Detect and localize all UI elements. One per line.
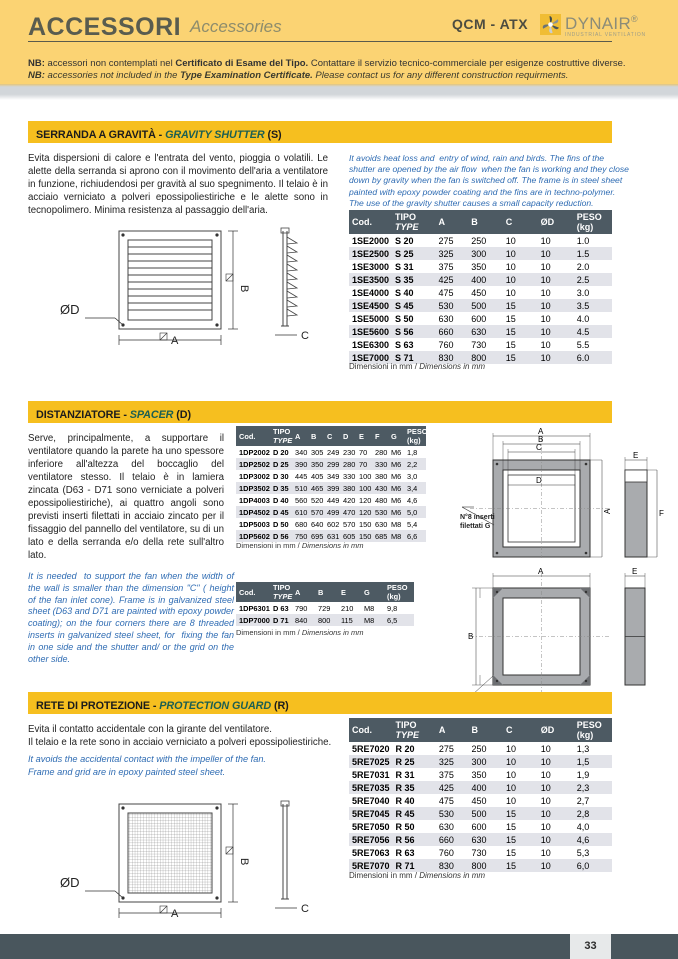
- svg-text:F: F: [659, 509, 664, 518]
- svg-text:E: E: [632, 568, 637, 576]
- svg-text:D: D: [536, 476, 542, 485]
- svg-text:C: C: [301, 330, 309, 342]
- svg-text:A: A: [171, 335, 179, 347]
- svg-text:ØD: ØD: [60, 875, 80, 890]
- svg-text:A: A: [171, 908, 179, 920]
- svg-text:B: B: [238, 285, 250, 292]
- svg-text:A: A: [538, 568, 544, 576]
- svg-text:C: C: [301, 903, 309, 915]
- svg-text:ØD: ØD: [60, 302, 80, 317]
- svg-text:E: E: [633, 451, 638, 460]
- svg-text:B: B: [468, 632, 473, 641]
- svg-text:B: B: [238, 858, 250, 865]
- svg-text:A: A: [603, 508, 612, 514]
- svg-text:C: C: [536, 443, 542, 452]
